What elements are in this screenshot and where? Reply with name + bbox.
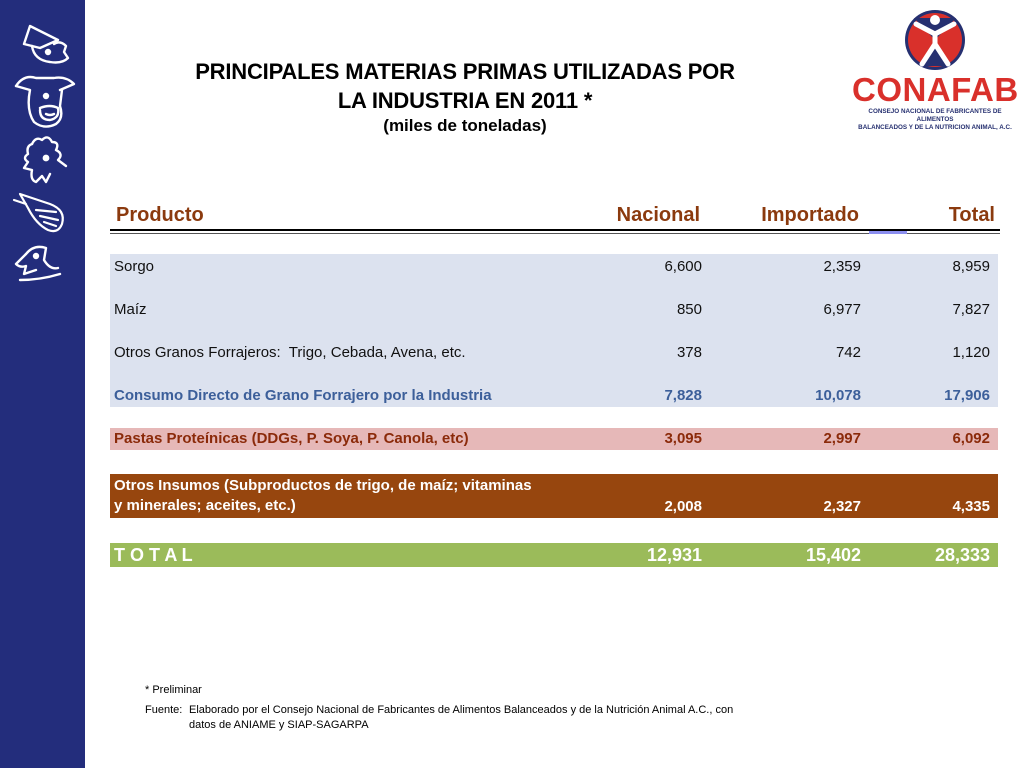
column-header-importado: Importado <box>761 204 859 226</box>
logo-subtitle-line1: CONSEJO NACIONAL DE FABRICANTES DE ALIME… <box>868 108 1002 123</box>
row-nacional: 3,095 <box>664 430 702 447</box>
row-importado: 2,997 <box>823 430 861 447</box>
row-importado: 6,977 <box>823 301 861 318</box>
row-importado: 10,078 <box>815 387 861 404</box>
row-importado: 2,359 <box>823 258 861 275</box>
header-rule <box>110 229 1000 231</box>
table-row-otros-granos: Otros Granos Forrajeros: Trigo, Cebada, … <box>110 344 998 364</box>
row-importado: 742 <box>835 344 861 361</box>
fuente-line2: datos de ANIAME y SIAP-SAGARPA <box>189 719 369 731</box>
logo-subtitle-line2: BALANCEADOS Y DE LA NUTRICION ANIMAL, A.… <box>858 124 1012 131</box>
table-row-otros-insumos: Otros Insumos (Subproductos de trigo, de… <box>110 474 998 518</box>
dog-icon <box>14 245 62 282</box>
fuente-label: Fuente: <box>145 704 183 716</box>
row-total: 1,120 <box>952 344 990 361</box>
column-header-nacional: Nacional <box>616 204 700 226</box>
grain-section-bg <box>110 254 998 407</box>
row-label: T O T A L <box>114 545 193 565</box>
slide-subtitle: (miles de toneladas) <box>383 116 547 135</box>
header-accent-mark <box>869 231 907 234</box>
table-row-sorgo: Sorgo 6,600 2,359 8,959 <box>110 258 998 278</box>
row-nacional: 850 <box>676 301 702 318</box>
slide-title-block: PRINCIPALES MATERIAS PRIMAS UTILIZADAS P… <box>130 57 800 137</box>
table-row-consumo-directo-subtotal: Consumo Directo de Grano Forrajero por l… <box>110 387 998 407</box>
row-label: Otros Granos Forrajeros: Trigo, Cebada, … <box>114 344 466 361</box>
row-total: 4,335 <box>952 498 990 515</box>
logo-brand-text: CONAFAB <box>852 71 1019 108</box>
row-label-line2: y minerales; aceites, etc.) <box>114 497 296 514</box>
chicken-icon <box>22 136 68 184</box>
row-label: Otros Insumos (Subproductos de trigo, de… <box>114 476 532 516</box>
table-row-maiz: Maíz 850 6,977 7,827 <box>110 301 998 321</box>
row-nacional: 6,600 <box>664 258 702 275</box>
conafab-emblem-icon <box>905 10 965 70</box>
row-total: 7,827 <box>952 301 990 318</box>
conafab-logo: CONAFAB CONSEJO NACIONAL DE FABRICANTES … <box>852 8 1019 131</box>
table-row-pastas-proteinicas: Pastas Proteínicas (DDGs, P. Soya, P. Ca… <box>110 428 998 450</box>
fuente-line1: Elaborado por el Consejo Nacional de Fab… <box>189 704 734 716</box>
row-label: Sorgo <box>114 258 155 275</box>
row-nacional: 378 <box>676 344 702 361</box>
column-header-total: Total <box>948 204 995 226</box>
row-total: 6,092 <box>952 430 990 447</box>
row-importado: 15,402 <box>805 545 861 565</box>
logo-subtitle: CONSEJO NACIONAL DE FABRICANTES DE ALIME… <box>852 108 1018 132</box>
row-total: 17,906 <box>944 387 990 404</box>
footnote-preliminar: * Preliminar <box>145 684 202 696</box>
pig-icon <box>22 24 70 64</box>
row-importado: 2,327 <box>823 498 861 515</box>
slide-title-line2: LA INDUSTRIA EN 2011 * <box>337 88 593 113</box>
header-rule-thin <box>110 233 1000 234</box>
row-label: Consumo Directo de Grano Forrajero por l… <box>114 387 492 404</box>
shrimp-icon <box>12 192 64 233</box>
cow-icon <box>14 75 76 128</box>
row-total: 8,959 <box>952 258 990 275</box>
row-label-line1: Otros Insumos (Subproductos de trigo, de… <box>114 477 532 494</box>
table-row-total: T O T A L 12,931 15,402 28,333 <box>110 543 998 567</box>
row-nacional: 7,828 <box>664 387 702 404</box>
column-header-producto: Producto <box>116 204 204 226</box>
slide-title-line1: PRINCIPALES MATERIAS PRIMAS UTILIZADAS P… <box>195 59 735 84</box>
row-label: Maíz <box>114 301 147 318</box>
row-nacional: 2,008 <box>664 498 702 515</box>
row-total: 28,333 <box>934 545 990 565</box>
sidebar <box>0 0 85 768</box>
row-label: Pastas Proteínicas (DDGs, P. Soya, P. Ca… <box>114 430 469 447</box>
row-nacional: 12,931 <box>646 545 702 565</box>
